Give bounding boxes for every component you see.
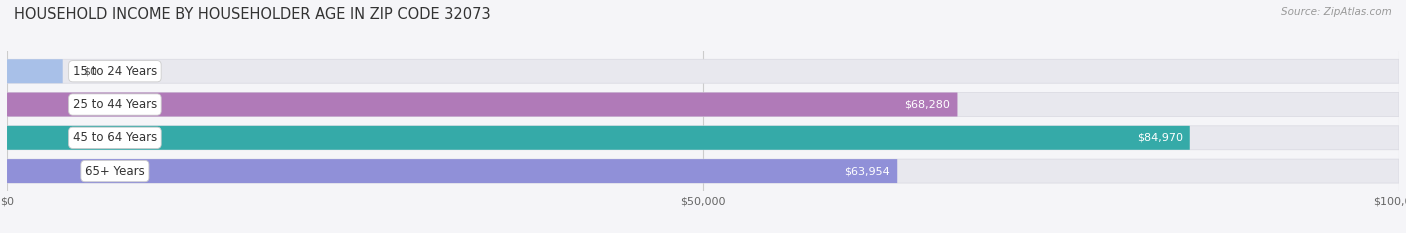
Text: Source: ZipAtlas.com: Source: ZipAtlas.com [1281, 7, 1392, 17]
Text: 25 to 44 Years: 25 to 44 Years [73, 98, 157, 111]
FancyBboxPatch shape [7, 159, 897, 183]
Text: $84,970: $84,970 [1137, 133, 1182, 143]
Text: HOUSEHOLD INCOME BY HOUSEHOLDER AGE IN ZIP CODE 32073: HOUSEHOLD INCOME BY HOUSEHOLDER AGE IN Z… [14, 7, 491, 22]
FancyBboxPatch shape [7, 59, 1399, 83]
FancyBboxPatch shape [7, 159, 1399, 183]
FancyBboxPatch shape [7, 126, 1399, 150]
Text: 65+ Years: 65+ Years [84, 164, 145, 178]
Text: $63,954: $63,954 [845, 166, 890, 176]
FancyBboxPatch shape [7, 126, 1189, 150]
Text: 15 to 24 Years: 15 to 24 Years [73, 65, 157, 78]
FancyBboxPatch shape [7, 93, 1399, 116]
Text: 45 to 64 Years: 45 to 64 Years [73, 131, 157, 144]
FancyBboxPatch shape [7, 93, 957, 116]
Text: $0: $0 [83, 66, 97, 76]
FancyBboxPatch shape [7, 59, 63, 83]
Text: $68,280: $68,280 [904, 99, 950, 110]
